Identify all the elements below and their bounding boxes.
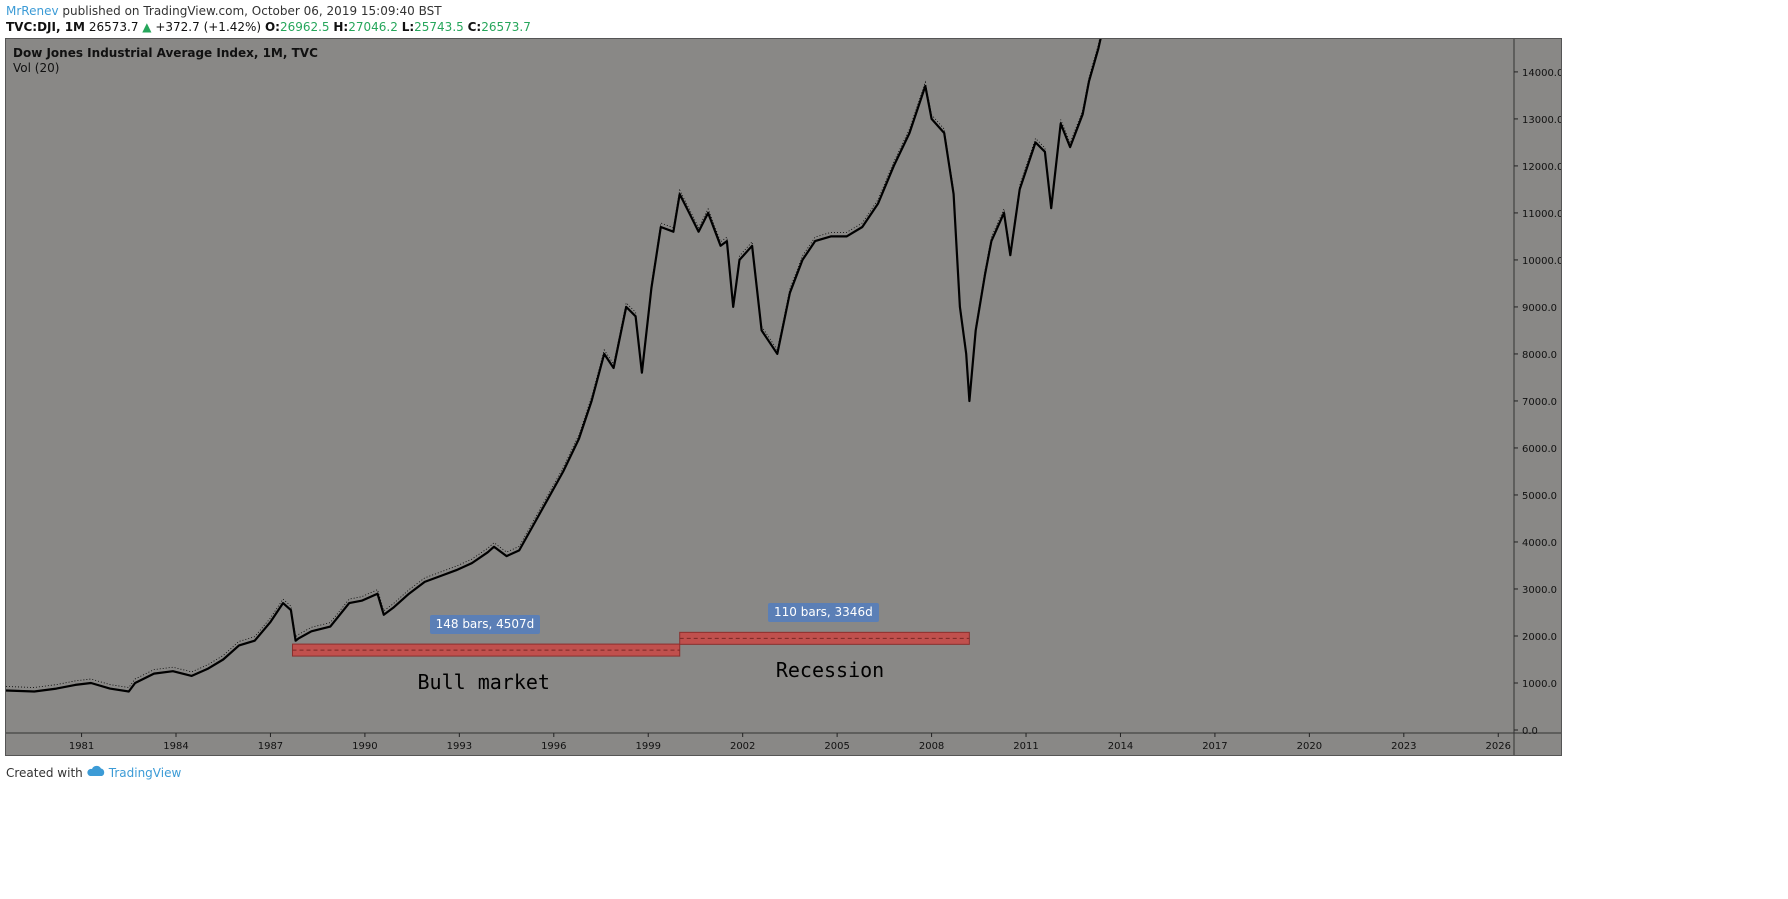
y-tick-label: 11000.0	[1522, 209, 1561, 220]
annotation-bull-market[interactable]: Bull market	[417, 669, 550, 694]
x-tick-label: 1984	[163, 741, 188, 752]
close-value: 26573.7	[481, 20, 531, 34]
y-tick-label: 1000.0	[1522, 679, 1557, 690]
x-tick-label: 1990	[352, 741, 377, 752]
y-tick-label: 12000.0	[1522, 162, 1561, 173]
tradingview-link[interactable]: TradingView	[108, 765, 182, 780]
created-with-text: Created with	[6, 765, 83, 780]
range-measure-label: 148 bars, 4507d	[429, 615, 541, 635]
x-tick-label: 1996	[541, 741, 566, 752]
y-tick-label: 14000.0	[1522, 68, 1561, 79]
footer: Created with TradingView	[6, 765, 181, 780]
x-tick-label: 2005	[824, 741, 849, 752]
annotation-recession[interactable]: Recession	[775, 658, 885, 683]
y-tick-label: 3000.0	[1522, 585, 1557, 596]
y-tick-label: 2000.0	[1522, 632, 1557, 643]
x-tick-label: 1993	[447, 741, 472, 752]
y-tick-label: 0.0	[1522, 726, 1538, 737]
y-tick-label: 13000.0	[1522, 115, 1561, 126]
range-measure-label: 110 bars, 3346d	[768, 603, 879, 623]
tradingview-logo-icon	[86, 765, 106, 780]
symbol-label: TVC:DJI, 1M	[6, 20, 85, 34]
x-tick-label: 1981	[69, 741, 94, 752]
y-tick-label: 8000.0	[1522, 350, 1557, 361]
y-tick-label: 7000.0	[1522, 397, 1557, 408]
ohlc-bar: TVC:DJI, 1M 26573.7 ▲ +372.7 (+1.42%) O:…	[6, 20, 531, 34]
x-tick-label: 1999	[636, 741, 661, 752]
y-tick-label: 4000.0	[1522, 538, 1557, 549]
x-tick-label: 2023	[1391, 741, 1416, 752]
price-change: +372.7 (+1.42%)	[155, 20, 262, 34]
volume-legend[interactable]: Vol (20)	[13, 61, 60, 75]
x-tick-label: 2002	[730, 741, 755, 752]
x-tick-label: 2011	[1013, 741, 1038, 752]
open-label: O:	[264, 20, 280, 34]
price-series-wicks	[6, 39, 1101, 688]
low-label: L:	[401, 20, 415, 34]
close-label: C:	[467, 20, 482, 34]
y-tick-label: 10000.0	[1522, 256, 1561, 267]
chart-area[interactable]: 14000.0 13000.0 12000.0 11000.0 10000.0 9000.…	[5, 38, 1562, 756]
last-price: 26573.7	[88, 20, 139, 34]
high-label: H:	[333, 20, 349, 34]
x-tick-label: 2020	[1297, 741, 1322, 752]
author-link[interactable]: MrRenev	[6, 4, 59, 18]
up-arrow-icon: ▲	[142, 20, 152, 34]
x-tick-label: 2026	[1486, 741, 1511, 752]
chart-legend-title[interactable]: Dow Jones Industrial Average Index, 1M, …	[13, 46, 318, 60]
low-value: 25743.5	[414, 20, 464, 34]
high-value: 27046.2	[348, 20, 398, 34]
x-tick-label: 1987	[258, 741, 283, 752]
y-tick-label: 9000.0	[1522, 303, 1557, 314]
y-tick-label: 6000.0	[1522, 444, 1557, 455]
x-tick-label: 2008	[919, 741, 944, 752]
x-tick-label: 2017	[1202, 741, 1227, 752]
published-text: published on TradingView.com, October 06…	[62, 4, 442, 18]
open-value: 26962.5	[279, 20, 330, 34]
price-series-line	[6, 39, 1102, 693]
price-chart[interactable]: 14000.0 13000.0 12000.0 11000.0 10000.0 9000.…	[6, 39, 1561, 755]
x-tick-label: 2014	[1108, 741, 1133, 752]
y-tick-label: 5000.0	[1522, 491, 1557, 502]
publish-info: MrRenev published on TradingView.com, Oc…	[6, 4, 442, 18]
